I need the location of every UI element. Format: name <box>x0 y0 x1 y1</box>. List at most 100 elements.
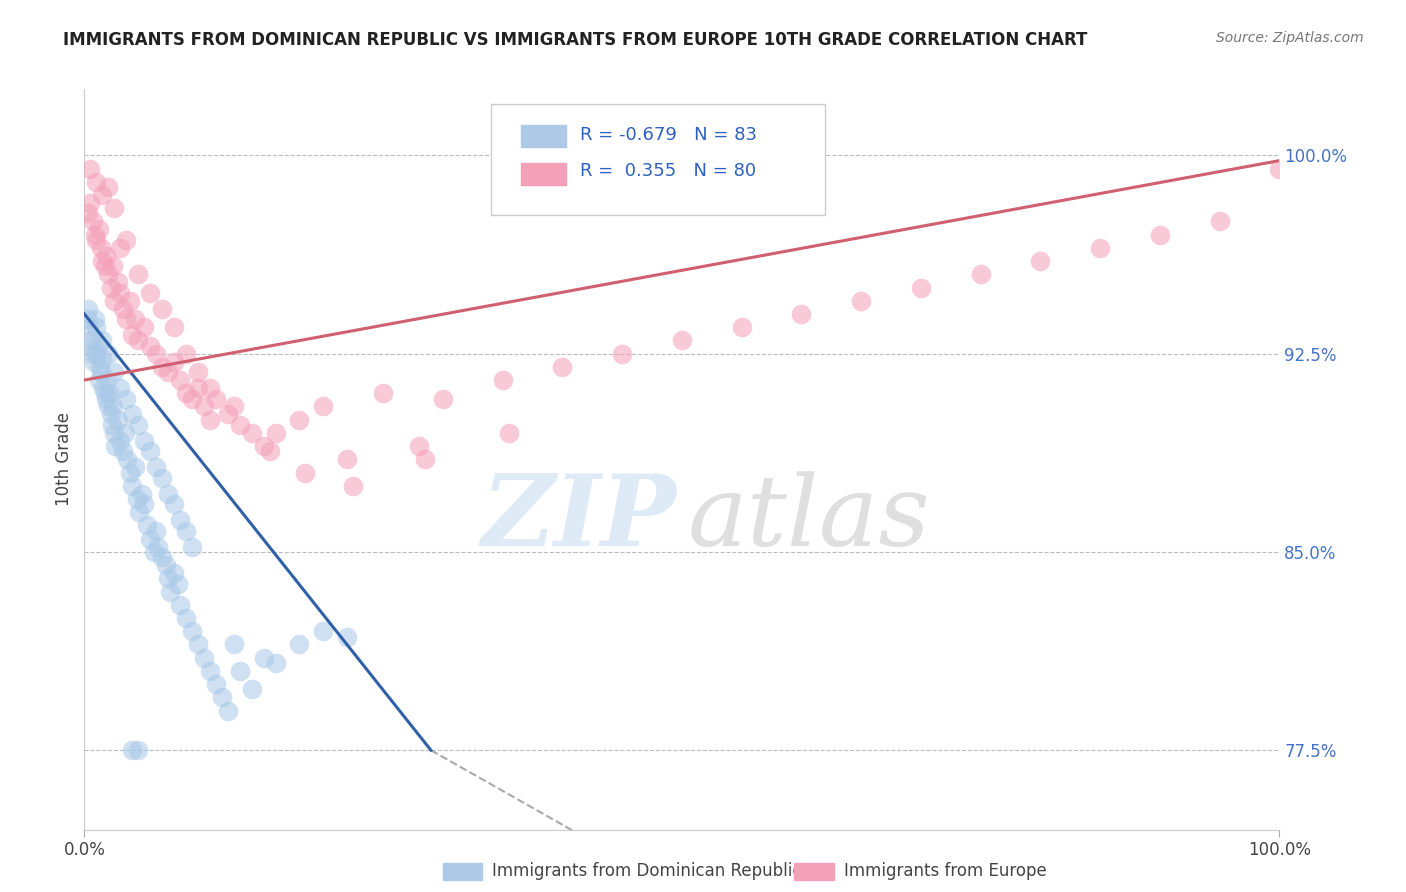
Point <box>124 312 146 326</box>
Point <box>127 334 149 348</box>
Point <box>96 373 118 387</box>
Point <box>174 386 197 401</box>
Point <box>336 630 359 644</box>
Point <box>97 180 120 194</box>
Point <box>110 285 132 300</box>
Point <box>76 312 98 326</box>
Point <box>174 524 197 538</box>
Point <box>229 417 252 432</box>
Point <box>111 444 134 458</box>
Text: ZIP: ZIP <box>481 470 676 566</box>
Point <box>193 650 215 665</box>
Point <box>139 339 162 353</box>
Point <box>174 346 197 360</box>
Point <box>86 175 108 189</box>
Point <box>118 293 141 308</box>
Point <box>101 400 124 414</box>
Point <box>115 312 138 326</box>
Point <box>1149 227 1171 242</box>
Point <box>110 241 132 255</box>
Point <box>551 359 574 374</box>
Point <box>1090 241 1112 255</box>
Point <box>413 452 436 467</box>
Point <box>87 222 110 236</box>
Point <box>82 214 104 228</box>
Point <box>139 285 162 300</box>
Point <box>157 365 180 379</box>
Point <box>169 513 191 527</box>
Point <box>121 743 143 757</box>
Point <box>83 354 105 368</box>
Point <box>166 576 188 591</box>
Point <box>80 334 103 348</box>
Point <box>124 460 146 475</box>
Point <box>240 682 263 697</box>
Point <box>198 381 221 395</box>
Point <box>103 425 125 440</box>
Point <box>110 434 132 448</box>
Text: Immigrants from Europe: Immigrants from Europe <box>844 863 1046 880</box>
Point <box>77 320 100 334</box>
Point <box>125 491 148 506</box>
Point <box>169 373 191 387</box>
Point <box>115 392 138 406</box>
Point <box>336 452 359 467</box>
Point <box>181 624 204 639</box>
Point <box>121 408 143 422</box>
Point <box>264 425 287 440</box>
Point <box>77 301 100 316</box>
Point <box>174 611 197 625</box>
Point <box>163 354 186 368</box>
Point <box>91 334 114 348</box>
Point <box>84 227 107 242</box>
Point <box>131 487 153 501</box>
Point <box>110 381 132 395</box>
Point <box>498 425 520 440</box>
Point <box>121 328 143 343</box>
Point <box>77 206 100 220</box>
Point <box>145 524 167 538</box>
Point <box>155 558 177 573</box>
Point <box>87 373 110 387</box>
Point <box>79 161 101 176</box>
Point <box>253 650 276 665</box>
Point <box>193 400 215 414</box>
Point <box>150 471 173 485</box>
Point <box>229 664 252 678</box>
Text: atlas: atlas <box>688 471 931 566</box>
Point <box>790 307 813 321</box>
Point <box>910 280 932 294</box>
Point <box>128 505 150 519</box>
Point <box>117 452 139 467</box>
Point <box>93 381 115 395</box>
Point <box>104 439 127 453</box>
Point <box>163 497 186 511</box>
Point <box>145 460 167 475</box>
Point <box>264 656 287 670</box>
Point <box>342 479 364 493</box>
Point <box>107 413 129 427</box>
Point <box>187 381 209 395</box>
Point <box>86 233 108 247</box>
Point <box>222 400 245 414</box>
Point <box>408 439 430 453</box>
FancyBboxPatch shape <box>520 163 567 186</box>
Point <box>1209 214 1232 228</box>
Point <box>198 413 221 427</box>
Point <box>79 195 101 210</box>
Point <box>148 540 170 554</box>
Point <box>145 346 167 360</box>
Point <box>91 254 114 268</box>
Point <box>100 280 122 294</box>
Point <box>294 466 316 480</box>
Point <box>97 346 120 360</box>
Point <box>101 417 124 432</box>
Point <box>217 704 239 718</box>
Point <box>187 365 209 379</box>
Point <box>217 408 239 422</box>
Point <box>181 540 204 554</box>
Point <box>612 346 634 360</box>
Point <box>288 637 311 651</box>
Point <box>851 293 873 308</box>
Point <box>205 392 228 406</box>
